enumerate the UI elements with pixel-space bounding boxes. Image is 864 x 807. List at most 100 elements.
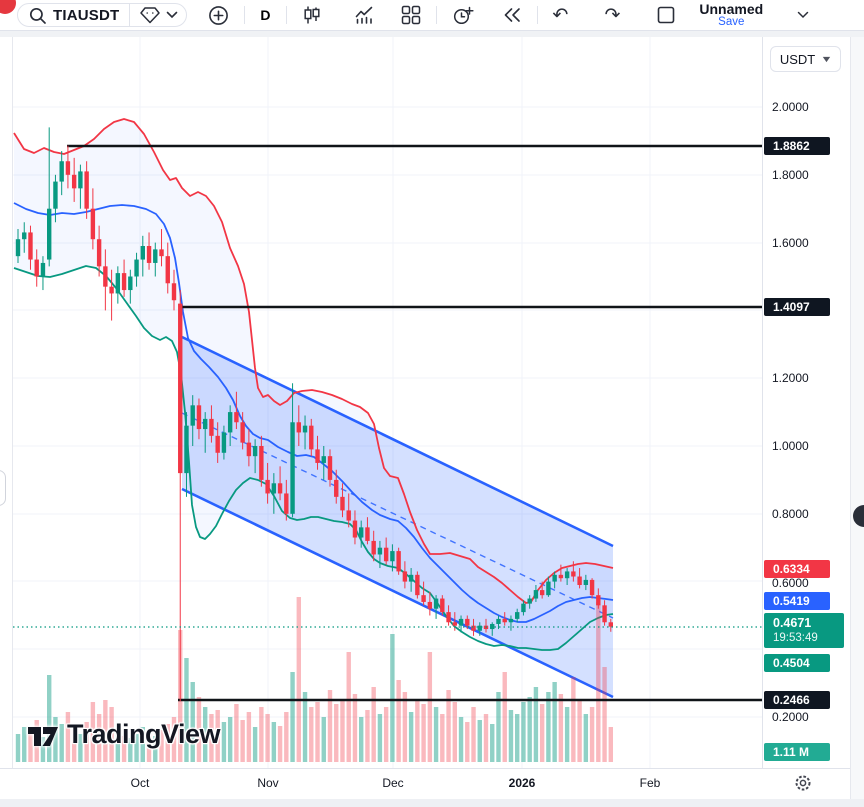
candle-body (90, 208, 96, 240)
features-diamond-icon[interactable] (140, 6, 161, 24)
volume-bar (65, 712, 71, 762)
symbol-search-box[interactable]: TIAUSDT (17, 3, 188, 27)
price-tag: 0.6334 (764, 560, 830, 578)
candle-body (28, 232, 33, 260)
volume-bar (377, 714, 383, 762)
price-tick-label: 1.6000 (772, 236, 809, 250)
candle-body (302, 425, 308, 433)
multichart-layout-button[interactable] (647, 1, 685, 29)
undo-button[interactable]: ↶ (544, 1, 578, 29)
interval-button[interactable]: D (251, 1, 279, 29)
candle-body (190, 405, 195, 426)
volume-bar (309, 707, 314, 762)
volume-bar (121, 736, 127, 762)
volume-bar (128, 738, 133, 762)
volume-bar (577, 700, 582, 762)
candle-body (159, 249, 164, 257)
candle-body (53, 181, 58, 209)
candle-body (296, 422, 301, 433)
candle-body (165, 256, 170, 284)
volume-bar (84, 722, 89, 762)
volume-bar (477, 720, 482, 762)
price-axis[interactable]: USDT ▼ 2.0000 1.8000 1.6000 1.2000 1.0000 0.8… (762, 31, 850, 768)
chart-style-candles-button[interactable] (293, 1, 331, 29)
candle-body (427, 601, 433, 609)
candle-body (277, 483, 283, 494)
save-menu-chevron-icon[interactable] (797, 11, 809, 19)
channel-top-line (181, 335, 614, 548)
candle-body (589, 579, 595, 596)
volume-bar (265, 714, 270, 762)
symbol-dropdown-chevron-icon[interactable] (166, 11, 178, 19)
candle-body (59, 161, 64, 182)
volume-bar (596, 602, 601, 762)
undo-icon: ↶ (552, 3, 569, 26)
candle-body (421, 595, 426, 602)
redo-button[interactable]: ↷ (595, 1, 629, 29)
volume-bar (583, 714, 589, 762)
candle-body (539, 590, 545, 596)
symbol-name[interactable]: TIAUSDT (53, 6, 120, 24)
create-alert-button[interactable] (443, 1, 483, 29)
floating-button-fragment[interactable] (853, 505, 864, 527)
currency-unit-button[interactable]: USDT ▼ (770, 46, 841, 72)
time-axis[interactable]: Oct Nov Dec 2026 Feb (0, 768, 762, 799)
candle-body (215, 435, 220, 453)
save-layout-button[interactable]: Unnamed Save (699, 0, 764, 29)
compare-add-button[interactable] (199, 1, 238, 29)
candle-body (84, 171, 89, 209)
candle-body (65, 161, 71, 175)
volume-bar (321, 717, 326, 762)
volume-bar (134, 734, 139, 762)
watermark-text: TradingView (67, 719, 221, 749)
volume-bar (608, 727, 613, 762)
candle-body (521, 603, 526, 613)
volume-bar (209, 714, 214, 762)
candle-body (259, 446, 264, 480)
candle-body (134, 259, 139, 277)
layout-name[interactable]: Unnamed (699, 0, 764, 17)
candle-body (271, 483, 277, 494)
volume-bar (259, 707, 264, 762)
volume-bar (352, 694, 358, 762)
candle-body (546, 581, 551, 596)
notification-badge[interactable] (0, 0, 16, 14)
save-label[interactable]: Save (718, 16, 745, 29)
volume-bar (215, 710, 220, 762)
volume-bar (558, 694, 564, 762)
volume-bar (96, 714, 102, 762)
volume-bar (390, 634, 395, 762)
candle-body (15, 239, 21, 257)
candle-body (47, 208, 52, 260)
indicators-button[interactable] (345, 1, 384, 29)
candle-body (383, 547, 389, 562)
volume-bar (346, 652, 351, 762)
currency-label: USDT (779, 51, 816, 67)
volume-bar (78, 734, 83, 762)
volume-bar (103, 700, 108, 762)
volume-bar (496, 692, 501, 762)
volume-bar (53, 717, 58, 762)
candle-body (465, 618, 470, 626)
axis-corner (762, 768, 864, 799)
price-tag: 1.11 M (764, 743, 830, 761)
bar-replay-button[interactable] (493, 1, 531, 29)
volume-bar (234, 704, 239, 762)
time-tick-label: Feb (639, 776, 661, 790)
candle-body (252, 446, 258, 457)
candle-body (352, 520, 358, 538)
volume-bar (539, 704, 545, 762)
chart-settings-gear-icon[interactable] (793, 773, 813, 798)
layout-templates-button[interactable] (392, 1, 430, 29)
volume-bar (203, 707, 208, 762)
plot-area (13, 33, 762, 768)
drawing-toolbar-fragment[interactable] (0, 470, 6, 506)
price-tick-label: 1.2000 (772, 371, 809, 385)
top-toolbar: TIAUSDT D (0, 0, 864, 31)
volume-bar (533, 687, 539, 762)
volume-bar (221, 722, 227, 762)
candle-body (265, 479, 270, 494)
volume-bar (190, 682, 195, 762)
volume-bar (365, 710, 370, 762)
